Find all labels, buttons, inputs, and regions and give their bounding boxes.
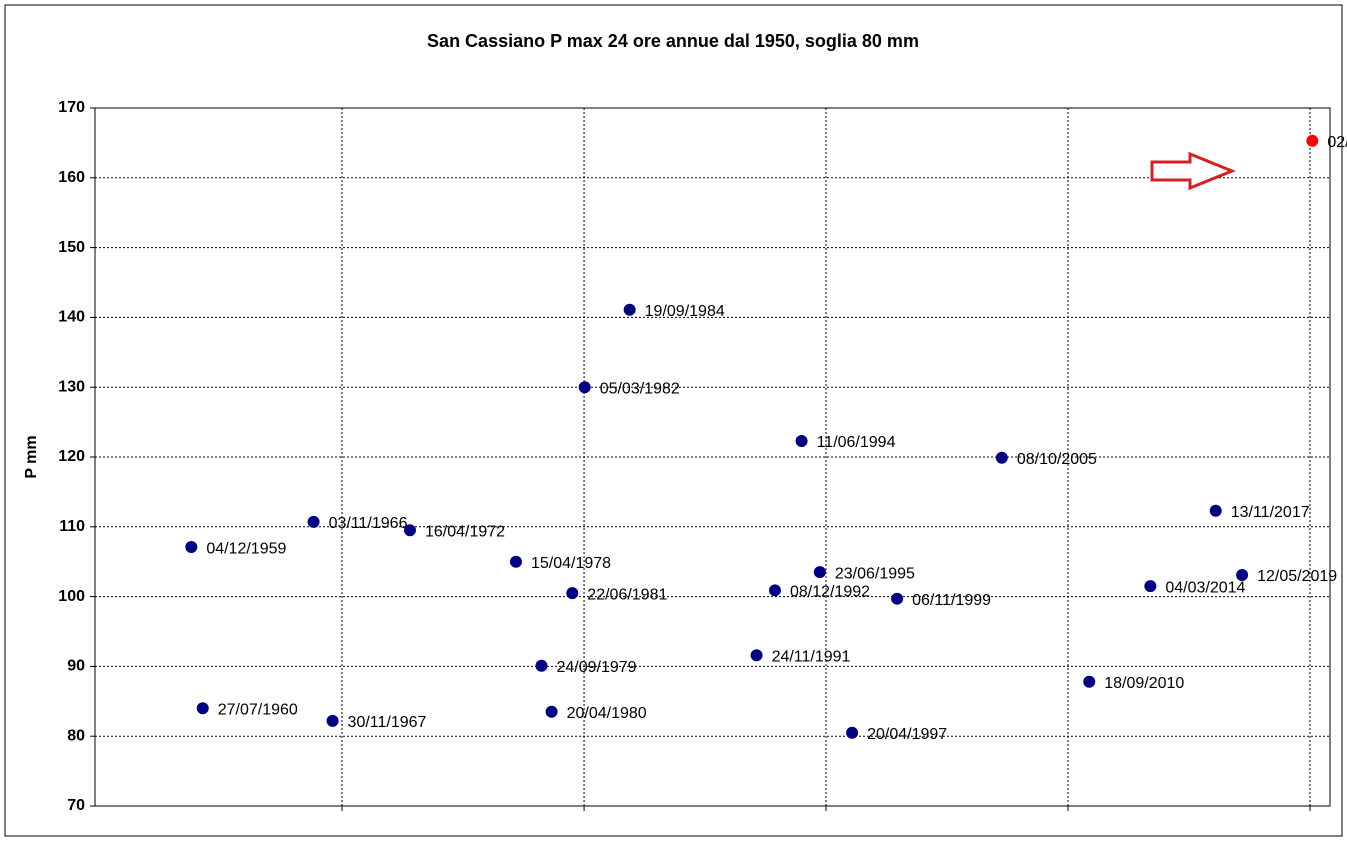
point xyxy=(1236,568,1249,581)
point xyxy=(196,702,209,715)
chart-title: San Cassiano P max 24 ore annue dal 1950… xyxy=(427,31,919,51)
plot-area xyxy=(95,108,1330,806)
point xyxy=(891,592,904,605)
y-tick-label: 130 xyxy=(58,378,85,395)
point xyxy=(795,434,808,447)
point-label: 27/07/1960 xyxy=(218,701,298,718)
point-label: 13/11/2017 xyxy=(1231,504,1310,521)
point-label: 24/09/1979 xyxy=(556,659,636,676)
y-tick-label: 120 xyxy=(58,448,85,465)
point xyxy=(535,659,548,672)
y-tick-label: 140 xyxy=(58,309,85,326)
y-tick-label: 160 xyxy=(58,169,85,186)
y-tick-label: 110 xyxy=(59,518,85,535)
y-tick-label: 150 xyxy=(58,239,85,256)
point xyxy=(1144,580,1157,593)
point xyxy=(566,587,579,600)
point-label: 15/04/1978 xyxy=(531,555,611,572)
point xyxy=(1306,134,1319,147)
point xyxy=(185,541,198,554)
point xyxy=(545,705,558,718)
point-label: 20/04/1997 xyxy=(867,726,947,743)
point-label: 22/06/1981 xyxy=(587,586,667,603)
point-label: 02/05/2023 xyxy=(1327,134,1347,151)
point xyxy=(623,303,636,316)
point xyxy=(307,515,320,528)
point-label: 11/06/1994 xyxy=(817,434,896,451)
point-label: 23/06/1995 xyxy=(835,565,915,582)
point xyxy=(578,381,591,394)
point-label: 12/05/2019 xyxy=(1257,568,1337,585)
plot-frame xyxy=(94,107,1331,807)
y-tick-label: 100 xyxy=(58,588,85,605)
point xyxy=(1083,675,1096,688)
point xyxy=(813,566,826,579)
point-label: 06/11/1999 xyxy=(912,592,991,609)
point xyxy=(750,649,763,662)
chart-border xyxy=(4,4,1343,837)
point-label: 24/11/1991 xyxy=(772,648,851,665)
y-tick-label: 70 xyxy=(67,797,85,814)
point xyxy=(995,451,1008,464)
point-label: 04/12/1959 xyxy=(206,540,286,557)
y-tick-label: 90 xyxy=(67,658,85,675)
point xyxy=(326,714,339,727)
point xyxy=(403,524,416,537)
point-label: 04/03/2014 xyxy=(1165,579,1245,596)
arrow xyxy=(1150,151,1236,191)
point-label: 18/09/2010 xyxy=(1104,675,1184,692)
point xyxy=(509,555,522,568)
point-label: 08/12/1992 xyxy=(790,584,870,601)
point-label: 20/04/1980 xyxy=(567,705,647,722)
point-label: 08/10/2005 xyxy=(1017,451,1097,468)
y-axis-label: P mm xyxy=(23,435,40,478)
point-label: 03/11/1966 xyxy=(329,515,408,532)
point-label: 16/04/1972 xyxy=(425,524,505,541)
point xyxy=(768,584,781,597)
point xyxy=(1209,504,1222,517)
y-tick-label: 80 xyxy=(67,727,85,744)
point-label: 30/11/1967 xyxy=(348,714,427,731)
point-label: 05/03/1982 xyxy=(600,380,680,397)
point-label: 19/09/1984 xyxy=(645,303,725,320)
point xyxy=(846,726,859,739)
y-tick-label: 170 xyxy=(58,99,85,116)
